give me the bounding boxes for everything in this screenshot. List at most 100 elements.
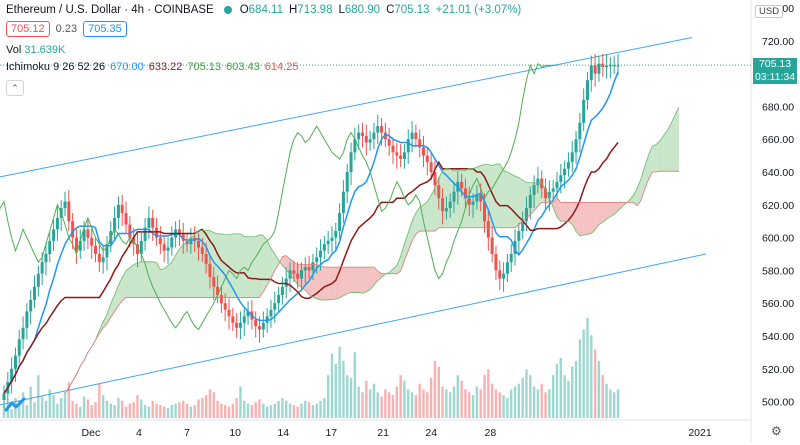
volume-bar bbox=[460, 380, 463, 418]
ichimoku-base-line bbox=[3, 142, 619, 394]
ichimoku-cloud-segment bbox=[370, 267, 374, 290]
ichimoku-cloud-segment bbox=[305, 264, 310, 295]
volume-bar bbox=[353, 352, 357, 418]
candle bbox=[585, 80, 589, 100]
candle bbox=[429, 162, 433, 172]
candle bbox=[128, 224, 132, 238]
candle bbox=[433, 172, 437, 186]
gear-icon[interactable]: ⚙ bbox=[771, 424, 782, 438]
volume-bar bbox=[384, 389, 387, 418]
ichimoku-conversion-value: 670.00 bbox=[110, 61, 144, 73]
volume-bar bbox=[506, 398, 509, 418]
currency-label[interactable]: USD bbox=[755, 5, 784, 18]
volume-bar bbox=[243, 400, 246, 418]
sell-price-button[interactable]: 705.12 bbox=[6, 21, 50, 37]
candle bbox=[90, 237, 94, 246]
ichimoku-cloud-segment bbox=[171, 255, 176, 298]
ichimoku-cloud-segment bbox=[183, 242, 188, 298]
ichimoku-cloud-segment bbox=[187, 238, 191, 298]
symbol-title[interactable]: Ethereum / U.S. Dollar · 4h · COINBASE bbox=[6, 4, 214, 16]
close-value: 705.13 bbox=[394, 4, 430, 16]
candle bbox=[74, 237, 78, 251]
high-value: 713.98 bbox=[297, 4, 333, 16]
volume-bar bbox=[265, 406, 269, 418]
buy-price-button[interactable]: 705.35 bbox=[83, 21, 127, 37]
candle bbox=[513, 240, 517, 254]
volume-bar bbox=[98, 383, 101, 418]
volume-bar bbox=[319, 400, 322, 418]
price-scale[interactable]: USD 705.13 03:11:34 bbox=[751, 0, 800, 442]
candle bbox=[151, 217, 155, 228]
volume-bar bbox=[143, 405, 147, 418]
candle bbox=[448, 201, 452, 209]
ichimoku-cloud-segment bbox=[446, 168, 451, 228]
volume-bar bbox=[349, 378, 353, 418]
ichimoku-cloud-segment bbox=[328, 267, 332, 300]
volume-bar bbox=[113, 405, 116, 418]
candle bbox=[452, 191, 456, 202]
ichimoku-cloud-segment bbox=[442, 168, 447, 228]
volume-bar bbox=[567, 380, 570, 418]
ichimoku-cloud-segment bbox=[652, 144, 657, 172]
volume-bar bbox=[464, 389, 467, 418]
candle bbox=[139, 240, 143, 254]
ichimoku-cloud-segment bbox=[343, 267, 348, 296]
last-price-tag: 705.13 bbox=[753, 58, 797, 72]
ichimoku-cloud-segment bbox=[152, 261, 157, 298]
volume-bar bbox=[346, 375, 349, 418]
candle bbox=[475, 194, 479, 202]
volume-legend[interactable]: Vol 31.639K bbox=[6, 44, 521, 56]
volume-bar bbox=[357, 386, 360, 418]
candle bbox=[242, 316, 246, 323]
collapse-legend-button[interactable]: ⌃ bbox=[6, 80, 24, 96]
time-tick-label: 17 bbox=[325, 427, 337, 439]
volume-bar bbox=[48, 389, 51, 418]
candle bbox=[517, 231, 521, 241]
candle bbox=[322, 244, 326, 251]
price-tick-label: 560.00 bbox=[762, 298, 794, 310]
candle bbox=[105, 244, 109, 258]
volume-bar bbox=[471, 395, 475, 418]
candle bbox=[498, 270, 502, 279]
volume-bar bbox=[37, 375, 40, 418]
volume-bar bbox=[490, 383, 494, 418]
volume-bar bbox=[75, 403, 78, 418]
volume-bar bbox=[448, 392, 452, 418]
high-label: H bbox=[288, 4, 298, 16]
close-label: C bbox=[386, 4, 395, 16]
volume-bar bbox=[239, 386, 242, 418]
ichimoku-cloud-segment bbox=[644, 155, 649, 190]
candle bbox=[101, 257, 105, 263]
volume-bar bbox=[407, 389, 410, 418]
candle bbox=[189, 237, 193, 245]
tradingview-logo-icon[interactable] bbox=[4, 396, 26, 414]
spread-value: 0.23 bbox=[55, 23, 78, 35]
volume-bar bbox=[71, 400, 74, 418]
time-tick-label: 24 bbox=[425, 427, 437, 439]
candle bbox=[97, 254, 101, 263]
candle bbox=[235, 322, 239, 328]
candle bbox=[597, 63, 601, 74]
volume-bar bbox=[555, 363, 559, 418]
candle bbox=[418, 139, 422, 148]
ichimoku-cloud-segment bbox=[373, 267, 378, 286]
ichimoku-cloud-segment bbox=[587, 202, 592, 235]
candle bbox=[29, 299, 33, 312]
volume-bar bbox=[391, 395, 395, 418]
volume-bar bbox=[590, 335, 593, 418]
candle bbox=[551, 188, 555, 192]
candle bbox=[326, 240, 330, 245]
candle bbox=[319, 250, 323, 258]
candle bbox=[2, 393, 6, 400]
volume-bar bbox=[250, 405, 254, 418]
volume-bar bbox=[10, 409, 13, 418]
candle bbox=[483, 201, 487, 222]
ichimoku-cloud-segment bbox=[602, 202, 607, 223]
ichimoku-legend[interactable]: Ichimoku 9 26 52 26 670.00 633.22 705.13… bbox=[6, 61, 521, 73]
volume-label: Vol bbox=[6, 44, 22, 56]
ichimoku-cloud-segment bbox=[606, 202, 611, 220]
candle bbox=[380, 126, 384, 133]
volume-bar bbox=[605, 383, 608, 418]
